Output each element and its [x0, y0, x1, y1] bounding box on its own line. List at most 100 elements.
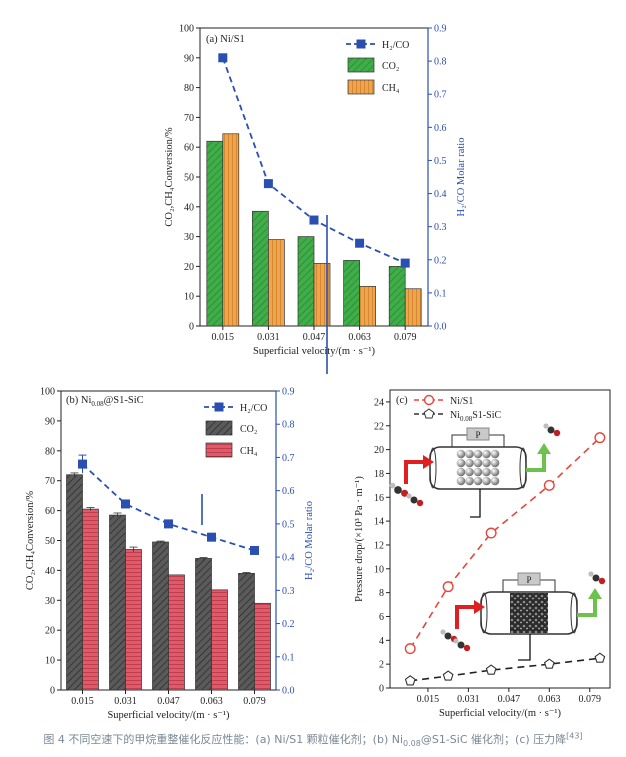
h2co-point-3 [355, 238, 365, 248]
x-tick-label: 0.031 [257, 332, 280, 343]
catalyst-pellet [490, 449, 500, 459]
right-tick-label: 0.7 [282, 453, 295, 464]
panel-label-prefix: (b) Ni [66, 395, 91, 406]
h2co-point-0 [78, 459, 87, 469]
left-tick-label: 30 [45, 596, 55, 607]
manometer-box [466, 427, 490, 441]
left-tick-label: 16 [374, 493, 384, 504]
bar-CO-3 [343, 260, 360, 327]
catalyst-pellet [456, 467, 466, 477]
bar-CO-4 [388, 266, 406, 327]
left-tick-label: 30 [184, 232, 194, 243]
panel-label-sub: 0.08 [91, 400, 104, 408]
panel-a: 0 10 20 30 40 50 60 70 80 90 100 0.0 0.1 0.2 0.3 0.4 0.5… [164, 24, 467, 374]
molecule-atom [598, 577, 606, 585]
bar-CH-0 [82, 508, 99, 691]
right-tick-label: 0.5 [434, 156, 447, 167]
bar-CH-1 [125, 549, 142, 691]
molecule-atom [588, 571, 594, 577]
catalyst-pellet [482, 449, 491, 459]
reactor-end-left [480, 592, 488, 634]
x-tick-label: 0.015 [71, 696, 94, 707]
h2co-line [81, 463, 255, 552]
y-axis-title-left: CO₂,CH₄Conversion/% [164, 127, 175, 226]
h2co-point-3 [207, 532, 216, 542]
left-tick-label: 100 [40, 387, 55, 398]
left-tick-label: 100 [179, 24, 194, 35]
left-tick-label: 10 [45, 656, 55, 667]
h2co-point-2 [164, 519, 173, 529]
bar-CH-3 [211, 589, 228, 691]
catalyst-pellet [456, 449, 466, 459]
left-tick-label: 70 [184, 113, 194, 124]
catalyst-pellet [465, 449, 474, 459]
right-tick-label: 0.1 [282, 652, 295, 663]
right-tick-label: 0.4 [282, 553, 295, 564]
panel-label-suffix: @S1-SiC [104, 395, 144, 406]
legend-label-ch4: CH₄ [240, 446, 258, 457]
bar-CO-4 [238, 573, 255, 691]
left-tick-label: 20 [45, 626, 55, 637]
right-tick-label: 0.4 [434, 189, 447, 200]
legend-label-h2co: H₂/CO [240, 403, 267, 414]
right-tick-label: 0.0 [282, 686, 295, 697]
h2co-line [221, 57, 406, 264]
bar-CO-1 [109, 514, 126, 691]
panel-label: (b) Ni0.08@S1-SiC [66, 395, 144, 408]
catalyst-pellet [490, 458, 500, 468]
molecule-atom [547, 426, 555, 434]
x-tick-label: 0.063 [348, 332, 371, 343]
h2co-point-4 [250, 545, 259, 555]
series-line-0 [409, 437, 601, 650]
left-tick-label: 40 [45, 566, 55, 577]
inflow-arrow [404, 460, 424, 484]
left-tick-label: 50 [45, 536, 55, 547]
right-tick-label: 0.6 [434, 123, 447, 134]
left-tick-label: 2 [379, 660, 384, 671]
catalyst-pellet [482, 476, 491, 486]
catalyst-pellet [473, 449, 483, 459]
x-tick-label: 0.079 [394, 332, 417, 343]
ni-sic-point-0 [404, 675, 416, 686]
molecule-atom [410, 496, 418, 504]
left-tick-label: 90 [45, 416, 55, 427]
ni-s1-point-3 [543, 479, 555, 491]
molecule-atom [444, 632, 452, 640]
bar-CH-0 [222, 133, 240, 327]
molecule-atom [543, 423, 549, 429]
catalyst-pellet [473, 476, 483, 486]
outflow-arrow-head [588, 588, 602, 599]
y-axis-title-right: H₂/CO Molar ratio [456, 138, 467, 217]
legend-label-ch4: CH₄ [382, 83, 400, 94]
left-tick-label: 12 [374, 540, 384, 551]
y-axis-title-right: H₂/CO Molar ratio [304, 501, 315, 580]
catalyst-pellet [473, 467, 483, 477]
left-tick-label: 10 [374, 564, 384, 575]
left-tick-label: 14 [374, 517, 384, 528]
molecule-atom [592, 574, 600, 582]
x-tick-label: 0.015 [417, 694, 440, 705]
left-tick-label: 70 [45, 476, 55, 487]
h2co-point-1 [121, 499, 130, 509]
left-tick-label: 20 [374, 445, 384, 456]
bar-CO-0 [206, 140, 224, 327]
panel-label: (a) Ni/S1 [206, 34, 245, 45]
legend-swatch-co2 [205, 420, 233, 436]
x-tick-label: 0.015 [212, 332, 235, 343]
x-axis-title: Superficial velocity/(m · s⁻¹) [439, 708, 562, 719]
legend-marker-h2co [214, 402, 224, 412]
legend-marker-ni-sic [423, 408, 435, 419]
left-tick-label: 0 [379, 684, 384, 695]
caption-text-before: 图 4 不同空速下的甲烷重整催化反应性能：(a) Ni/S1 颗粒催化剂；(b)… [43, 733, 404, 746]
bar-CO-1 [252, 210, 269, 327]
legend-label-ni-s1: Ni/S1 [450, 396, 473, 407]
x-tick-label: 0.063 [200, 696, 223, 707]
left-tick-label: 50 [184, 173, 194, 184]
ni-sic-point-4 [594, 652, 606, 663]
bar-CO-2 [297, 236, 315, 327]
plot-frame [389, 389, 611, 689]
right-tick-label: 0.6 [282, 486, 295, 497]
left-tick-label: 24 [374, 397, 384, 408]
